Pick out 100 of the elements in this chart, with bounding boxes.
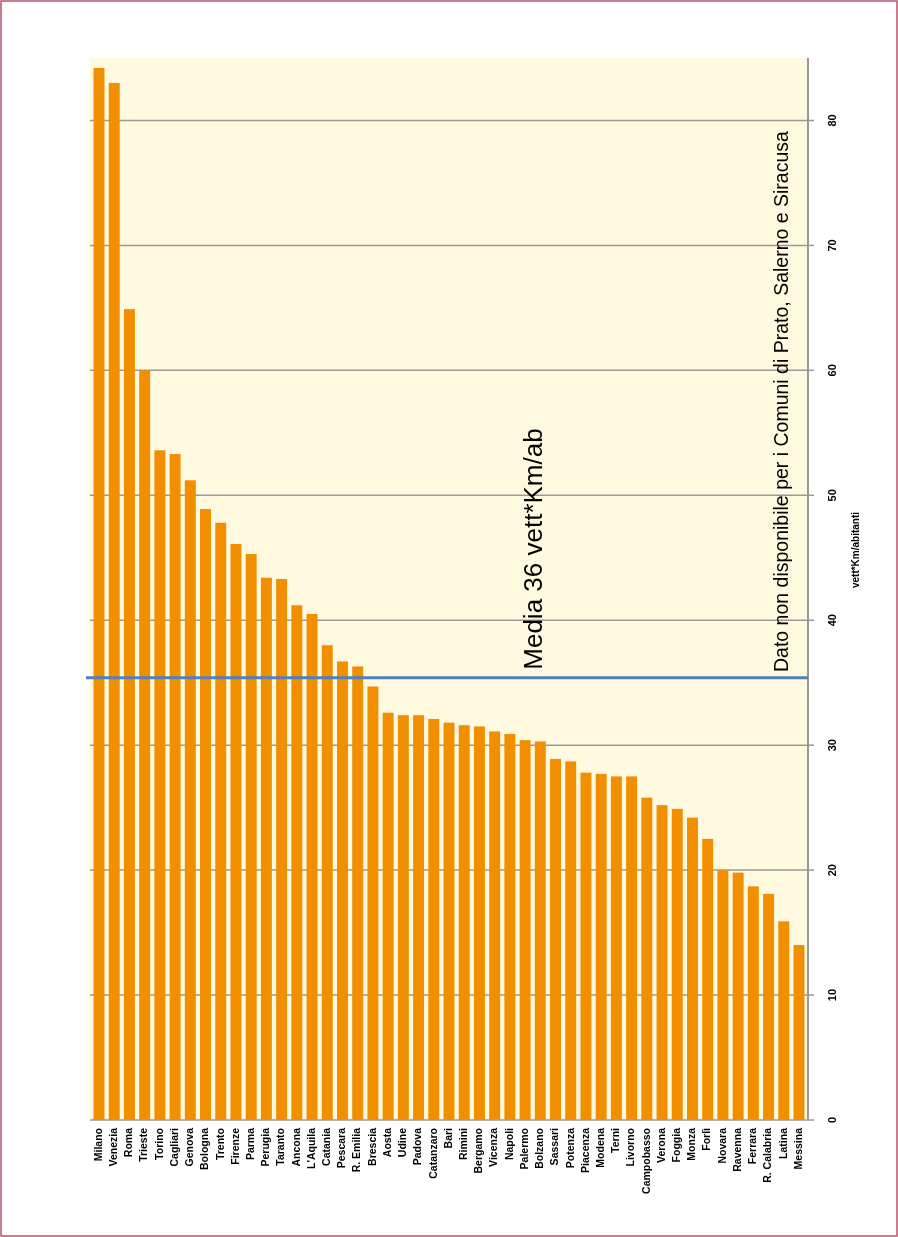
bar — [169, 454, 181, 1120]
bar — [276, 579, 288, 1120]
bar — [732, 872, 744, 1120]
x-tick-label: Modena — [593, 1127, 606, 1168]
x-tick-label: Latina — [776, 1127, 789, 1159]
bar — [747, 886, 759, 1120]
x-tick-label: Messina — [791, 1127, 804, 1170]
x-tick-label: Venezia — [107, 1127, 119, 1167]
x-tick-label: Udine — [396, 1127, 409, 1158]
x-tick-label: Torino — [152, 1128, 165, 1160]
x-tick-label: Catanzaro — [426, 1128, 439, 1179]
bar — [260, 577, 272, 1120]
x-tick-label: Novara — [715, 1127, 728, 1164]
bar — [428, 718, 440, 1120]
x-tick-label: Ancona — [289, 1127, 302, 1167]
y-tick-label: 80 — [825, 114, 838, 127]
x-tick-label: Aosta — [380, 1127, 393, 1158]
x-tick-label: Parma — [243, 1127, 256, 1161]
bar — [473, 726, 485, 1120]
y-tick-label: 50 — [825, 489, 838, 502]
x-tick-label: Foggia — [670, 1127, 683, 1163]
x-tick-label: Sassari — [548, 1127, 561, 1166]
x-tick-label: Cagliari — [167, 1127, 180, 1167]
bar — [763, 893, 775, 1120]
bar — [200, 509, 211, 1120]
bar — [656, 805, 668, 1120]
x-tick-label: Livorno — [624, 1128, 637, 1167]
bar — [123, 309, 135, 1120]
bar — [154, 450, 166, 1120]
bar — [504, 733, 516, 1120]
x-tick-label: Genova — [183, 1127, 196, 1167]
x-tick-label: Forlì — [700, 1127, 713, 1151]
bar — [245, 554, 257, 1120]
bar — [519, 740, 531, 1120]
bar — [230, 544, 242, 1120]
y-axis-title: vett*Km/abitanti — [849, 511, 861, 589]
bar — [93, 68, 105, 1120]
x-tick-label: Potenza — [563, 1127, 576, 1169]
bar — [565, 761, 577, 1120]
x-tick-label: Trieste — [137, 1127, 150, 1162]
x-tick-label: Bologna — [198, 1127, 211, 1170]
bar — [550, 758, 561, 1120]
bar — [458, 725, 470, 1120]
y-tick-label: 60 — [825, 364, 838, 377]
bar — [367, 686, 379, 1120]
x-tick-label: Napoli — [502, 1127, 515, 1161]
y-tick-label: 20 — [825, 863, 838, 877]
bar — [793, 945, 805, 1120]
bar — [610, 776, 622, 1120]
bar — [108, 82, 120, 1120]
x-tick-label: Ravenna — [730, 1127, 743, 1172]
x-tick-label: Bergamo — [472, 1128, 485, 1174]
x-tick-label: Bolzano — [533, 1128, 546, 1169]
bar — [778, 921, 790, 1120]
y-tick-label: 10 — [825, 988, 838, 1002]
bar — [139, 370, 151, 1120]
bar — [443, 722, 455, 1120]
bar — [489, 731, 501, 1120]
x-tick-label: Trento — [213, 1128, 226, 1161]
x-tick-label: Campobasso — [639, 1128, 652, 1194]
x-tick-label: Vicenza — [487, 1127, 500, 1167]
x-tick-label: Padova — [411, 1127, 424, 1166]
x-tick-label: Monza — [685, 1127, 698, 1161]
x-tick-label: Brescia — [365, 1127, 378, 1166]
bar — [382, 712, 394, 1120]
x-tick-label: Rimini — [457, 1127, 469, 1161]
bar — [687, 817, 698, 1120]
bar — [321, 645, 333, 1120]
bar — [671, 808, 683, 1120]
annotation: Dato non disponibile per i Comuni di Prato, Salerno e Siracusa — [770, 130, 793, 672]
x-tick-label: Piacenza — [578, 1127, 591, 1173]
bar — [291, 605, 303, 1120]
bar — [413, 715, 425, 1120]
x-tick-label: Roma — [122, 1127, 135, 1158]
bar — [534, 741, 546, 1120]
x-tick-label: Pescara — [335, 1127, 348, 1169]
y-tick-label: 70 — [825, 239, 838, 252]
bar — [580, 772, 592, 1120]
ref-line-label: Media 36 vett*Km/ab — [517, 428, 548, 670]
bar — [337, 661, 348, 1120]
bar — [352, 666, 364, 1120]
bar — [641, 797, 653, 1120]
x-tick-label: L'Aquila — [304, 1127, 317, 1169]
x-tick-label: Taranto — [274, 1128, 287, 1166]
x-tick-label: Perugia — [259, 1127, 272, 1167]
x-tick-label: Ferrara — [746, 1127, 759, 1165]
x-tick-label: Catania — [320, 1127, 333, 1166]
bar — [184, 480, 196, 1120]
x-tick-label: R. Calabria — [761, 1127, 774, 1183]
x-tick-label: R. Emilia — [350, 1127, 363, 1173]
bar — [595, 773, 607, 1120]
y-tick-label: 40 — [825, 614, 838, 627]
y-tick-label: 0 — [825, 1116, 838, 1124]
x-tick-label: Bari — [441, 1127, 454, 1149]
bar — [702, 838, 714, 1120]
x-tick-label: Palermo — [517, 1128, 530, 1170]
bar — [717, 870, 729, 1120]
bar — [397, 715, 409, 1120]
x-tick-label: Firenze — [228, 1127, 241, 1165]
x-tick-label: Verona — [654, 1127, 667, 1164]
